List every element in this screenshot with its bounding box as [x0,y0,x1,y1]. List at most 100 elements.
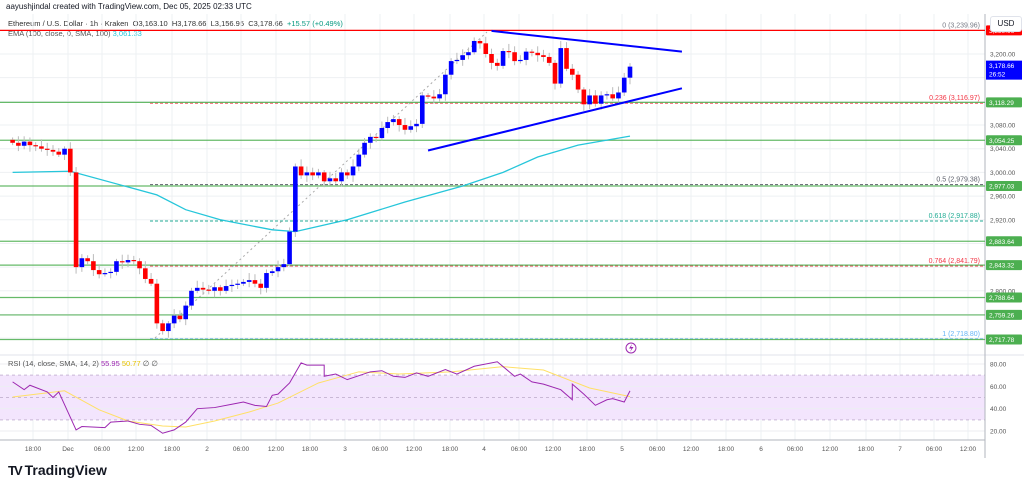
candle-up [408,126,414,130]
level-price-label-box [986,309,1022,320]
candle-down [512,52,517,62]
time-axis-label: 12:00 [822,446,839,453]
candle-up [293,166,298,232]
candle-down [50,149,56,152]
current-price-label: 3,178.66 [989,63,1015,70]
candle-down [68,148,73,173]
rsi-axis-label: 40.00 [990,406,1007,413]
candle-down [96,270,102,275]
lightning-alert-icon[interactable] [625,342,637,354]
time-axis-label: 12:00 [545,446,562,453]
candle-up [62,148,67,155]
ema-legend[interactable]: EMA (100, close, 0, SMA, 100) 3,061.33 [8,29,142,38]
rsi-extra-1: ∅ [142,359,150,368]
candle-down [489,54,494,63]
candle-up [558,48,564,84]
level-price-label-box [986,260,1022,271]
rsi-axis-label: 80.00 [990,362,1007,369]
candle-down [56,151,62,155]
fib-level-label: 0.5 (2,979.38) [936,177,980,184]
candle-up [183,305,189,320]
candle-up [229,284,235,287]
rsi-label: RSI (14, close, SMA, 14, 2) [8,359,99,368]
price-axis-label: 2,920.00 [990,217,1016,224]
price-axis-label: 2,800.00 [990,288,1016,295]
fib-level-label: 1 (2,718.80) [942,331,980,338]
candle-up [79,258,85,268]
time-axis-label: Dec [62,446,74,453]
time-axis-label: 18:00 [302,446,319,453]
candle-up [125,260,131,263]
candle-up [327,178,333,182]
time-axis-label: 5 [620,446,624,453]
time-axis-label: 18:00 [858,446,875,453]
candle-up [246,280,252,282]
candle-countdown: 26:52 [989,72,1006,79]
candle-down [310,172,315,176]
candle-down [73,172,79,268]
candle-up [194,287,200,291]
candle-down [402,125,408,130]
candle-up [621,77,627,93]
ohlc-high: H3,178.66 [171,19,207,28]
candle-up [391,119,396,123]
price-axis-label: 3,200.00 [990,52,1016,59]
time-axis-label: 06:00 [926,446,943,453]
candle-up [171,315,177,324]
candle-down [252,280,258,284]
tradingview-logo[interactable]: TV TradingView [8,462,107,478]
candle-down [10,139,15,143]
candle-up [448,61,454,75]
time-axis-label: 06:00 [649,446,666,453]
candle-down [298,166,304,176]
candle-up [454,59,460,62]
ema-label: EMA (100, close, 0, SMA, 100) [8,29,111,38]
rsi-value: 55.95 [100,359,120,368]
ema-value: 3,061.33 [112,29,142,38]
candle-down [581,89,587,105]
candle-down [593,95,598,104]
candle-up [466,52,471,56]
level-price-label: 3,118.29 [989,100,1014,107]
candle-down [396,119,402,126]
candle-up [471,40,477,53]
time-axis-label: 18:00 [25,446,42,453]
candle-up [241,281,246,284]
time-axis-label: 7 [898,446,902,453]
brand-name: TradingView [24,462,107,478]
chart-credit: aayushjindal created with TradingView.co… [6,2,252,11]
level-price-label: 2,788.64 [989,295,1015,302]
candle-up [419,95,425,124]
candle-up [356,154,362,167]
time-axis-label: 12:00 [960,446,977,453]
candle-down [425,95,431,97]
currency-selector[interactable]: USD [990,16,1022,32]
candle-up [587,95,592,105]
candle-down [483,43,489,54]
candle-down [33,145,38,147]
candle-up [304,172,310,176]
time-axis-label: 06:00 [787,446,804,453]
level-price-label: 2,717.78 [989,337,1015,344]
time-axis-label: 06:00 [94,446,111,453]
candle-down [258,283,264,288]
time-axis-label: 12:00 [128,446,145,453]
candle-down [575,74,581,90]
rsi-axis-label: 20.00 [990,429,1007,436]
rsi-legend[interactable]: RSI (14, close, SMA, 14, 2) 55.95 50.77 … [8,359,158,368]
time-axis-label: 18:00 [579,446,596,453]
candle-up [414,123,419,127]
level-price-label: 2,759.26 [989,312,1015,319]
level-price-label-box [986,97,1022,108]
candle-up [235,283,240,285]
candle-up [368,136,373,143]
time-axis-label: 18:00 [718,446,735,453]
time-axis-label: 06:00 [233,446,250,453]
time-axis-label: 3 [343,446,347,453]
level-price-label-box [986,236,1022,247]
fib-level-label: 0.764 (2,841.79) [929,258,980,265]
candle-down [431,96,437,99]
candle-down [143,268,148,279]
candle-down [494,62,500,66]
